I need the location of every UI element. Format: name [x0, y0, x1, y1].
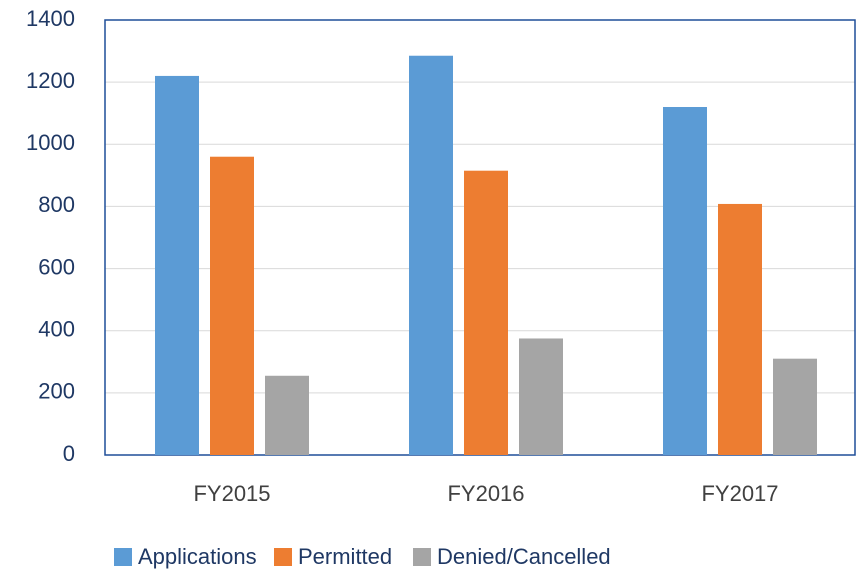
y-tick-label: 800	[38, 192, 75, 217]
x-tick-label: FY2015	[193, 481, 270, 506]
x-tick-label: FY2017	[701, 481, 778, 506]
bar	[409, 55, 453, 455]
legend-swatch	[274, 548, 292, 566]
bar	[718, 203, 762, 455]
y-tick-label: 0	[63, 441, 75, 466]
legend-label: Denied/Cancelled	[437, 544, 611, 569]
bar	[155, 75, 199, 455]
bar	[519, 338, 563, 455]
bar	[773, 358, 817, 455]
y-tick-label: 1400	[26, 6, 75, 31]
legend-swatch	[413, 548, 431, 566]
bar	[265, 375, 309, 455]
bar	[464, 170, 508, 456]
y-tick-label: 200	[38, 379, 75, 404]
y-tick-label: 1000	[26, 130, 75, 155]
legend-label: Permitted	[298, 544, 392, 569]
bar	[663, 107, 707, 455]
y-tick-label: 600	[38, 254, 75, 279]
bar	[210, 156, 254, 455]
legend-label: Applications	[138, 544, 257, 569]
y-tick-label: 1200	[26, 68, 75, 93]
x-tick-label: FY2016	[447, 481, 524, 506]
legend-swatch	[114, 548, 132, 566]
y-tick-label: 400	[38, 317, 75, 342]
